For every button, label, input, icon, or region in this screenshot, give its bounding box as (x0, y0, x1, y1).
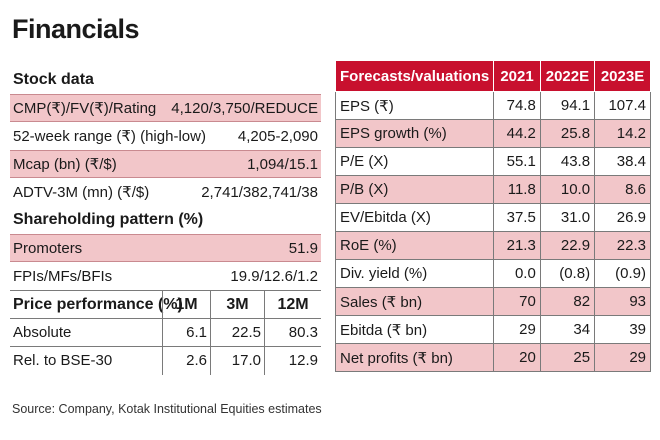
price-performance-cell: 80.3 (264, 318, 321, 347)
forecasts-row: Ebitda (₹ bn) 29 34 39 (334, 315, 651, 344)
stock-data-row: 52-week range (₹) (high-low) 4,205-2,090 (10, 122, 321, 150)
forecasts-cell: 0.0 (493, 259, 541, 288)
forecasts-cell: 22.3 (594, 231, 651, 260)
forecasts-label: Net profits (₹ bn) (334, 343, 495, 372)
forecasts-cell: 74.8 (493, 91, 541, 120)
forecasts-label: P/E (X) (334, 147, 495, 176)
forecasts-label: P/B (X) (334, 175, 495, 204)
forecasts-cell: (0.8) (539, 259, 596, 288)
forecasts-col: 2023E (594, 60, 651, 92)
price-performance-header: Price performance (%) 1M 3M 12M (10, 290, 321, 319)
forecasts-cell: 25.8 (539, 119, 596, 148)
price-performance-col: 1M (162, 290, 210, 319)
stock-data-value: 4,205-2,090 (237, 127, 318, 145)
forecasts-label: EV/Ebitda (X) (334, 203, 495, 232)
forecasts-row: EPS growth (%) 44.2 25.8 14.2 (334, 119, 651, 148)
forecasts-cell: 11.8 (493, 175, 541, 204)
forecasts-cell: 21.3 (493, 231, 541, 260)
forecasts-cell: 29 (594, 343, 651, 372)
left-panel: Stock data CMP(₹)/FV(₹)/Rating 4,120/3,7… (10, 66, 321, 375)
stock-data-value: 4,120/3,750/REDUCE (171, 99, 318, 117)
forecasts-heading: Forecasts/valuations (334, 60, 495, 92)
forecasts-row: EPS (₹) 74.8 94.1 107.4 (334, 91, 651, 120)
shareholding-value: 51.9 (288, 239, 318, 257)
price-performance-cell: 2.6 (162, 346, 210, 375)
forecasts-row: P/B (X) 11.8 10.0 8.6 (334, 175, 651, 204)
stock-data-row: Mcap (bn) (₹/$) 1,094/15.1 (10, 150, 321, 178)
forecasts-label: Div. yield (%) (334, 259, 495, 288)
forecasts-cell: 14.2 (594, 119, 651, 148)
price-performance-col: 12M (264, 290, 321, 319)
page-title: Financials (12, 14, 140, 44)
price-performance-row: Absolute 6.1 22.5 80.3 (10, 318, 321, 347)
forecasts-cell: 25 (539, 343, 596, 372)
price-performance-label: Rel. to BSE-30 (13, 352, 113, 369)
forecasts-row: EV/Ebitda (X) 37.5 31.0 26.9 (334, 203, 651, 232)
forecasts-col: 2021 (493, 60, 541, 92)
forecasts-cell: 107.4 (594, 91, 651, 120)
source-note: Source: Company, Kotak Institutional Equ… (12, 402, 322, 416)
price-performance-col: 3M (210, 290, 264, 319)
stock-data-label: 52-week range (₹) (high-low) (13, 128, 206, 145)
price-performance-cell: 6.1 (162, 318, 210, 347)
shareholding-label: Promoters (13, 239, 83, 257)
shareholding-value: 19.9/12.6/1.2 (230, 267, 318, 285)
forecasts-row: Net profits (₹ bn) 20 25 29 (334, 343, 651, 372)
forecasts-cell: 38.4 (594, 147, 651, 176)
shareholding-label: FPIs/MFs/BFIs (13, 267, 113, 285)
forecasts-label: EPS growth (%) (334, 119, 495, 148)
stock-data-value: 1,094/15.1 (247, 155, 318, 173)
shareholding-row: FPIs/MFs/BFIs 19.9/12.6/1.2 (10, 262, 321, 290)
forecasts-cell: 34 (539, 315, 596, 344)
forecasts-label: RoE (%) (334, 231, 495, 260)
forecasts-cell: 31.0 (539, 203, 596, 232)
forecasts-cell: 70 (493, 287, 541, 316)
price-performance-cell: 22.5 (210, 318, 264, 347)
forecasts-cell: 37.5 (493, 203, 541, 232)
forecasts-cell: 29 (493, 315, 541, 344)
forecasts-table: Forecasts/valuations 2021 2022E 2023E EP… (334, 60, 651, 372)
forecasts-cell: 43.8 (539, 147, 596, 176)
forecasts-row: P/E (X) 55.1 43.8 38.4 (334, 147, 651, 176)
forecasts-cell: 94.1 (539, 91, 596, 120)
stock-data-heading: Stock data (10, 66, 321, 94)
forecasts-cell: 93 (594, 287, 651, 316)
forecasts-cell: 26.9 (594, 203, 651, 232)
forecasts-cell: 82 (539, 287, 596, 316)
stock-data-label: CMP(₹)/FV(₹)/Rating (13, 100, 157, 117)
price-performance-row: Rel. to BSE-30 2.6 17.0 12.9 (10, 346, 321, 375)
price-performance-heading: Price performance (%) (13, 295, 183, 313)
forecasts-cell: 39 (594, 315, 651, 344)
stock-data-label: Mcap (bn) (₹/$) (13, 156, 117, 173)
price-performance-label: Absolute (13, 324, 72, 341)
price-performance-cell: 17.0 (210, 346, 264, 375)
forecasts-cell: 20 (493, 343, 541, 372)
stock-data-row: ADTV-3M (mn) (₹/$) 2,741/382,741/38 (10, 178, 321, 206)
stock-data-value: 2,741/382,741/38 (201, 183, 318, 201)
stock-data-heading-label: Stock data (13, 71, 94, 88)
forecasts-cell: 10.0 (539, 175, 596, 204)
forecasts-cell: 44.2 (493, 119, 541, 148)
forecasts-cell: 22.9 (539, 231, 596, 260)
forecasts-cell: 8.6 (594, 175, 651, 204)
forecasts-panel: Forecasts/valuations 2021 2022E 2023E EP… (334, 60, 651, 372)
forecasts-label: Ebitda (₹ bn) (334, 315, 495, 344)
forecasts-row: RoE (%) 21.3 22.9 22.3 (334, 231, 651, 260)
stock-data-label: ADTV-3M (mn) (₹/$) (13, 184, 150, 201)
forecasts-cell: (0.9) (594, 259, 651, 288)
shareholding-row: Promoters 51.9 (10, 234, 321, 262)
shareholding-heading-label: Shareholding pattern (%) (13, 211, 204, 228)
forecasts-label: EPS (₹) (334, 91, 495, 120)
price-performance-cell: 12.9 (264, 346, 321, 375)
forecasts-col: 2022E (539, 60, 596, 92)
forecasts-label: Sales (₹ bn) (334, 287, 495, 316)
forecasts-cell: 55.1 (493, 147, 541, 176)
forecasts-row: Div. yield (%) 0.0 (0.8) (0.9) (334, 259, 651, 288)
forecasts-row: Sales (₹ bn) 70 82 93 (334, 287, 651, 316)
shareholding-heading: Shareholding pattern (%) (10, 206, 321, 234)
stock-data-row: CMP(₹)/FV(₹)/Rating 4,120/3,750/REDUCE (10, 94, 321, 122)
forecasts-header-row: Forecasts/valuations 2021 2022E 2023E (334, 60, 651, 92)
